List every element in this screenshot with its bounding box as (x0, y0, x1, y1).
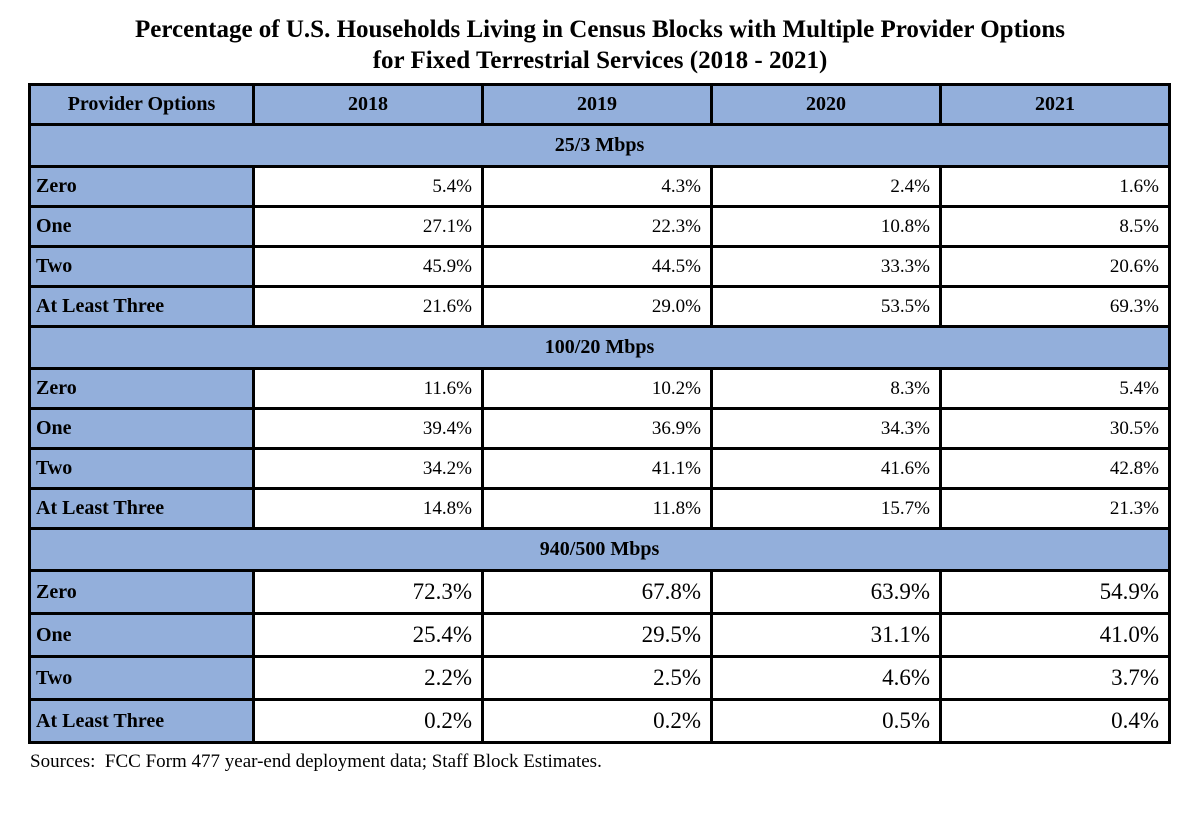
cell-value: 20.6% (939, 245, 1171, 288)
cell-value: 69.3% (939, 285, 1171, 328)
row-label: One (28, 407, 255, 450)
cell-value: 0.5% (710, 698, 942, 744)
cell-value: 44.5% (481, 245, 713, 288)
cell-value: 72.3% (252, 569, 484, 615)
cell-value: 34.3% (710, 407, 942, 450)
cell-value: 41.6% (710, 447, 942, 490)
section-header-25-3-mbps: 25/3 Mbps (28, 123, 1171, 168)
cell-value: 5.4% (252, 165, 484, 208)
cell-value: 25.4% (252, 612, 484, 658)
cell-value: 14.8% (252, 487, 484, 530)
cell-value: 41.0% (939, 612, 1171, 658)
cell-value: 11.8% (481, 487, 713, 530)
cell-value: 2.5% (481, 655, 713, 701)
cell-value: 8.3% (710, 367, 942, 410)
column-header-2018: 2018 (252, 83, 484, 126)
table-row-940-500-two: Two 2.2% 2.5% 4.6% 3.7% (28, 655, 1171, 701)
cell-value: 3.7% (939, 655, 1171, 701)
row-label: Zero (28, 165, 255, 208)
column-header-2020: 2020 (710, 83, 942, 126)
cell-value: 4.6% (710, 655, 942, 701)
cell-value: 53.5% (710, 285, 942, 328)
cell-value: 21.6% (252, 285, 484, 328)
table-row-25-3-zero: Zero 5.4% 4.3% 2.4% 1.6% (28, 165, 1171, 208)
table-row-100-20-two: Two 34.2% 41.1% 41.6% 42.8% (28, 447, 1171, 490)
cell-value: 67.8% (481, 569, 713, 615)
cell-value: 63.9% (710, 569, 942, 615)
row-label: Zero (28, 569, 255, 615)
cell-value: 22.3% (481, 205, 713, 248)
section-header-100-20-mbps: 100/20 Mbps (28, 325, 1171, 370)
column-header-provider-options: Provider Options (28, 83, 255, 126)
cell-value: 29.5% (481, 612, 713, 658)
table-row-25-3-one: One 27.1% 22.3% 10.8% 8.5% (28, 205, 1171, 248)
cell-value: 0.2% (252, 698, 484, 744)
cell-value: 29.0% (481, 285, 713, 328)
table-row-940-500-one: One 25.4% 29.5% 31.1% 41.0% (28, 612, 1171, 658)
table-row-100-20-at-least-three: At Least Three 14.8% 11.8% 15.7% 21.3% (28, 487, 1171, 530)
cell-value: 8.5% (939, 205, 1171, 248)
row-label: Two (28, 245, 255, 288)
table-row-25-3-at-least-three: At Least Three 21.6% 29.0% 53.5% 69.3% (28, 285, 1171, 328)
cell-value: 1.6% (939, 165, 1171, 208)
cell-value: 10.8% (710, 205, 942, 248)
row-label: At Least Three (28, 285, 255, 328)
section-label: 25/3 Mbps (28, 123, 1171, 168)
cell-value: 21.3% (939, 487, 1171, 530)
cell-value: 2.2% (252, 655, 484, 701)
row-label: At Least Three (28, 487, 255, 530)
cell-value: 4.3% (481, 165, 713, 208)
row-label: Two (28, 447, 255, 490)
table-header-row: Provider Options 2018 2019 2020 2021 (28, 83, 1171, 126)
table-row-940-500-at-least-three: At Least Three 0.2% 0.2% 0.5% 0.4% (28, 698, 1171, 744)
section-label: 940/500 Mbps (28, 527, 1171, 572)
sources-note: Sources: FCC Form 477 year-end deploymen… (30, 751, 602, 772)
cell-value: 5.4% (939, 367, 1171, 410)
section-label: 100/20 Mbps (28, 325, 1171, 370)
cell-value: 0.2% (481, 698, 713, 744)
cell-value: 45.9% (252, 245, 484, 288)
cell-value: 30.5% (939, 407, 1171, 450)
cell-value: 15.7% (710, 487, 942, 530)
table-row-940-500-zero: Zero 72.3% 67.8% 63.9% 54.9% (28, 569, 1171, 615)
cell-value: 41.1% (481, 447, 713, 490)
title-line-2: for Fixed Terrestrial Services (2018 - 2… (372, 46, 828, 74)
column-header-2019: 2019 (481, 83, 713, 126)
title-line-1: Percentage of U.S. Households Living in … (135, 16, 1065, 43)
row-label: One (28, 205, 255, 248)
cell-value: 0.4% (939, 698, 1171, 744)
table-row-100-20-one: One 39.4% 36.9% 34.3% 30.5% (28, 407, 1171, 450)
provider-options-table: Provider Options 2018 2019 2020 2021 25/… (28, 83, 1171, 744)
row-label: Zero (28, 367, 255, 410)
cell-value: 36.9% (481, 407, 713, 450)
row-label: One (28, 612, 255, 658)
cell-value: 10.2% (481, 367, 713, 410)
section-header-940-500-mbps: 940/500 Mbps (28, 527, 1171, 572)
row-label: At Least Three (28, 698, 255, 744)
cell-value: 33.3% (710, 245, 942, 288)
cell-value: 2.4% (710, 165, 942, 208)
cell-value: 42.8% (939, 447, 1171, 490)
table-title: Percentage of U.S. Households Living in … (0, 0, 1200, 76)
cell-value: 27.1% (252, 205, 484, 248)
column-header-2021: 2021 (939, 83, 1171, 126)
cell-value: 34.2% (252, 447, 484, 490)
cell-value: 39.4% (252, 407, 484, 450)
cell-value: 11.6% (252, 367, 484, 410)
table-row-25-3-two: Two 45.9% 44.5% 33.3% 20.6% (28, 245, 1171, 288)
table-row-100-20-zero: Zero 11.6% 10.2% 8.3% 5.4% (28, 367, 1171, 410)
cell-value: 31.1% (710, 612, 942, 658)
row-label: Two (28, 655, 255, 701)
cell-value: 54.9% (939, 569, 1171, 615)
